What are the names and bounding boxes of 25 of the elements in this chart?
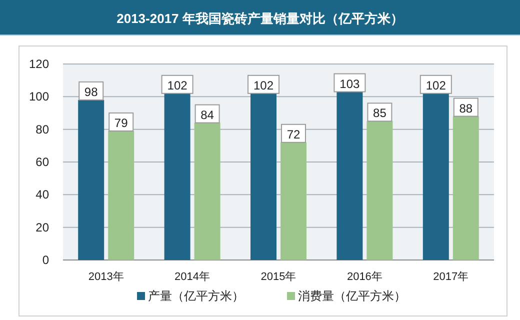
data-label: 85 [373,106,387,120]
data-label: 102 [426,78,446,92]
data-label: 103 [340,76,360,91]
x-tick-label: 2013年 [88,271,124,283]
legend-label: 消费量（亿平方米） [298,289,406,303]
x-tick-label: 2015年 [260,271,296,283]
y-tick-label: 80 [36,122,50,136]
y-tick-label: 20 [36,220,50,234]
y-tick-label: 0 [42,253,50,267]
y-tick-label: 120 [28,57,50,71]
data-label: 102 [167,78,188,92]
x-tick-label: 2016年 [346,271,382,283]
chart-title: 2013-2017 年我国瓷砖产量销量对比（亿平方米） [116,11,404,26]
x-tick-label: 2014年 [174,271,210,283]
data-label: 98 [84,84,98,99]
data-label: 88 [459,101,473,116]
data-label: 79 [114,116,128,130]
y-tick-label: 100 [28,90,50,104]
data-label: 84 [200,108,214,122]
x-tick-label: 2017年 [433,271,469,283]
y-tick-label: 40 [36,188,50,202]
data-label: 102 [253,78,274,92]
y-tick-label: 60 [36,155,50,169]
legend-label: 产量（亿平方米） [148,289,244,303]
data-label: 72 [286,127,300,142]
